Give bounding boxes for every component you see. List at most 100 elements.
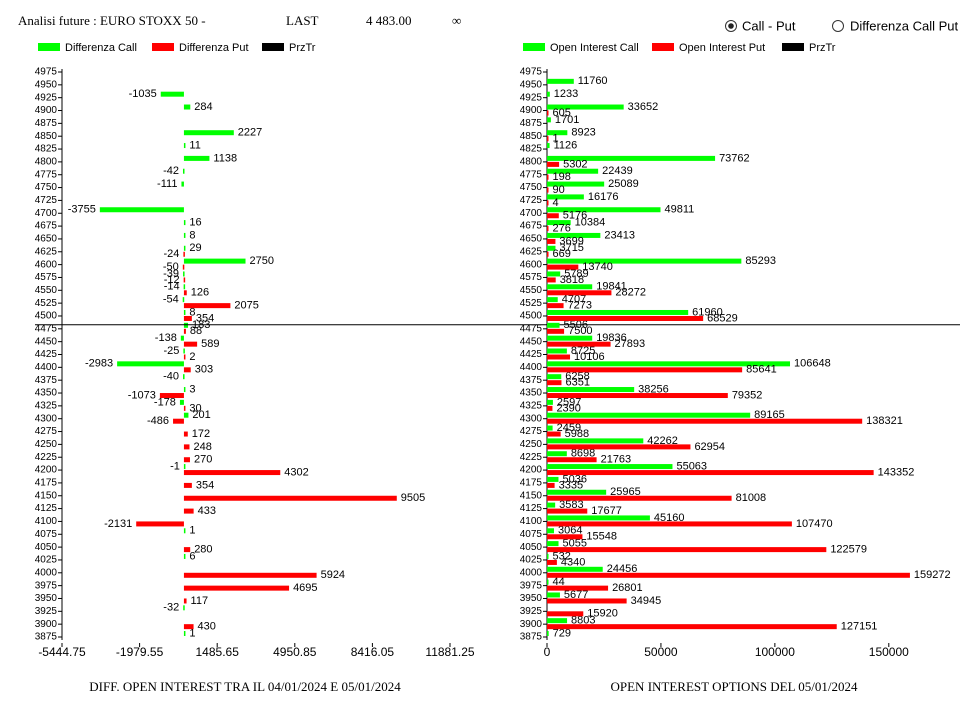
- y-tick-label: 4450: [520, 336, 543, 347]
- bar: [547, 572, 910, 578]
- bar: [547, 161, 560, 167]
- value-label: -50: [163, 261, 179, 273]
- value-label: -2131: [104, 518, 132, 530]
- y-tick-label: 4625: [35, 246, 58, 257]
- x-tick-label: 50000: [644, 645, 678, 659]
- bar: [547, 367, 743, 373]
- bar: [547, 245, 556, 251]
- bar: [547, 155, 716, 161]
- y-tick-label: 4075: [520, 529, 543, 540]
- value-label: 2750: [250, 255, 274, 267]
- symbol: ∞: [452, 13, 461, 28]
- y-tick-label: 3925: [35, 606, 58, 617]
- bar: [183, 470, 281, 476]
- value-label: 201: [192, 409, 210, 421]
- legend-swatch: [523, 43, 545, 51]
- y-tick-label: 4800: [520, 157, 543, 168]
- value-label: -14: [164, 281, 180, 293]
- value-label: 3: [189, 383, 195, 395]
- y-tick-label: 3900: [35, 619, 58, 630]
- bar: [547, 598, 627, 604]
- y-tick-label: 4850: [520, 131, 543, 142]
- value-label: -32: [163, 602, 179, 614]
- value-label: 22439: [602, 165, 633, 177]
- value-label: 85293: [745, 255, 776, 267]
- bar: [547, 502, 556, 508]
- legend-label: Open Interest Call: [550, 42, 639, 54]
- value-label: 198: [553, 171, 571, 183]
- y-tick-label: 4875: [35, 118, 58, 129]
- value-label: -25: [163, 345, 179, 357]
- y-tick-label: 4825: [35, 144, 58, 155]
- y-tick-label: 4250: [520, 439, 543, 450]
- value-label: 5677: [564, 589, 588, 601]
- bar: [547, 631, 549, 636]
- bar: [547, 547, 827, 553]
- y-tick-label: 4400: [520, 362, 543, 373]
- bar: [547, 361, 791, 367]
- value-label: 3699: [559, 235, 583, 247]
- y-tick-label: 4575: [520, 272, 543, 283]
- value-label: 433: [198, 505, 216, 517]
- value-label: 1: [189, 627, 195, 639]
- value-label: 10106: [574, 351, 605, 363]
- bar: [547, 380, 562, 386]
- value-label: 2459: [557, 422, 581, 434]
- y-tick-label: 4975: [520, 67, 543, 78]
- value-label: 38256: [638, 383, 669, 395]
- value-label: 127151: [841, 621, 878, 633]
- y-tick-label: 4350: [35, 388, 58, 399]
- bar: [183, 624, 194, 630]
- radio[interactable]: [832, 20, 844, 32]
- value-label: 138321: [866, 415, 903, 427]
- y-tick-label: 4975: [35, 67, 58, 78]
- value-label: -3755: [68, 204, 96, 216]
- bar: [182, 264, 185, 270]
- bar: [547, 264, 579, 270]
- y-tick-label: 4625: [520, 246, 543, 257]
- y-tick-label: 4725: [35, 195, 58, 206]
- bar: [99, 207, 184, 213]
- x-tick-label: 100000: [755, 645, 795, 659]
- value-label: 5988: [565, 428, 589, 440]
- bar: [183, 572, 317, 578]
- radio-label[interactable]: Differenza Call Put: [850, 18, 959, 33]
- bar: [547, 585, 609, 591]
- bar: [183, 348, 185, 354]
- y-tick-label: 4050: [35, 542, 58, 553]
- bar: [547, 444, 691, 450]
- bar: [183, 464, 186, 470]
- legend-label: Open Interest Put: [679, 42, 765, 54]
- value-label: 8: [189, 306, 195, 318]
- value-label: 143352: [878, 466, 915, 478]
- value-label: 1126: [554, 139, 578, 151]
- bar: [547, 271, 561, 277]
- y-tick-label: 4350: [520, 388, 543, 399]
- bar: [547, 508, 588, 514]
- value-label: 45160: [654, 512, 685, 524]
- bar: [183, 155, 210, 161]
- bar: [180, 335, 184, 341]
- x-tick-label: -1979.55: [116, 645, 164, 659]
- value-label: 303: [195, 364, 213, 376]
- y-tick-label: 4600: [520, 259, 543, 270]
- y-tick-label: 4225: [520, 452, 543, 463]
- bar: [173, 418, 184, 424]
- y-tick-label: 4300: [520, 413, 543, 424]
- bar: [183, 258, 246, 264]
- y-tick-label: 3975: [520, 580, 543, 591]
- value-label: 729: [553, 627, 571, 639]
- value-label: 2597: [557, 396, 581, 408]
- y-tick-label: 4100: [35, 516, 58, 527]
- value-label: 15920: [587, 608, 618, 620]
- radio-call-put[interactable]: Call - Put: [725, 18, 796, 33]
- legend-label: Differenza Call: [65, 42, 137, 54]
- y-tick-label: 4300: [35, 413, 58, 424]
- bar: [547, 457, 597, 463]
- y-tick-label: 4950: [520, 79, 543, 90]
- value-label: -12: [164, 274, 180, 286]
- value-label: 1138: [213, 152, 237, 164]
- radio-label[interactable]: Call - Put: [742, 18, 796, 33]
- bar: [547, 258, 742, 264]
- radio-diff[interactable]: Differenza Call Put: [832, 18, 959, 33]
